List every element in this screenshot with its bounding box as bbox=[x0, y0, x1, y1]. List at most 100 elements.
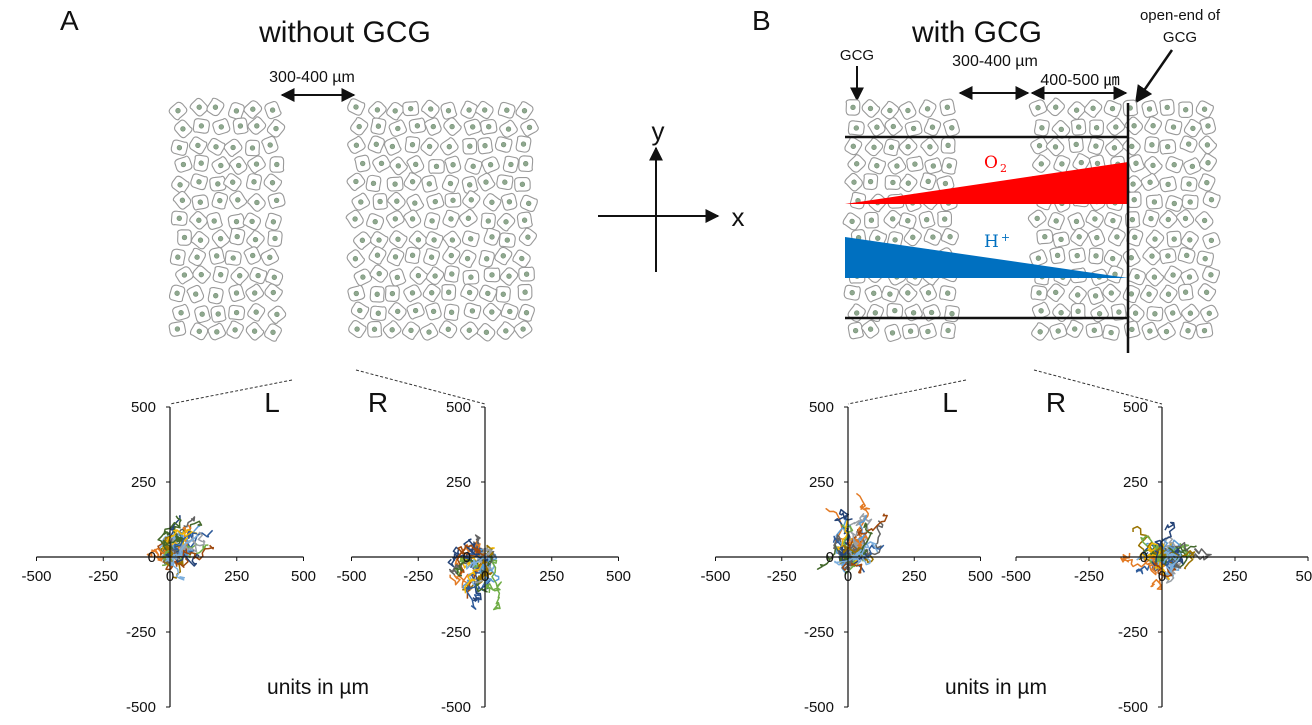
cell bbox=[1196, 250, 1214, 267]
cell bbox=[1103, 100, 1122, 118]
x-tick-label: 0 bbox=[844, 568, 852, 585]
cell bbox=[1051, 120, 1071, 139]
cell bbox=[186, 284, 205, 304]
cell bbox=[1105, 138, 1124, 157]
x-tick-label: 250 bbox=[539, 568, 564, 585]
cell bbox=[389, 230, 408, 249]
x-tick-label: -250 bbox=[767, 568, 797, 585]
cell bbox=[494, 246, 513, 266]
zoom-line-b-left bbox=[847, 379, 967, 405]
cell bbox=[172, 190, 192, 210]
cell bbox=[1028, 99, 1048, 117]
cell bbox=[347, 98, 366, 116]
cell bbox=[1183, 157, 1202, 175]
cell bbox=[477, 137, 494, 155]
cell bbox=[845, 99, 861, 116]
x-tick-label: 500 bbox=[291, 568, 316, 585]
cell bbox=[1124, 211, 1141, 229]
cell bbox=[844, 172, 863, 192]
cell bbox=[419, 322, 439, 341]
cell bbox=[847, 154, 867, 173]
cell bbox=[369, 285, 385, 303]
panel-b-letter: B bbox=[752, 5, 771, 36]
cell bbox=[496, 212, 516, 232]
cell-block-b-left bbox=[842, 98, 960, 342]
cell bbox=[940, 321, 956, 340]
cell bbox=[386, 101, 405, 121]
cell bbox=[939, 98, 956, 117]
panel-b-right-plot-label: R bbox=[1046, 387, 1066, 418]
cell bbox=[844, 136, 863, 156]
cell bbox=[403, 284, 422, 303]
cell bbox=[365, 174, 382, 192]
cell bbox=[1166, 230, 1182, 248]
cell bbox=[1085, 209, 1104, 228]
cell bbox=[481, 156, 500, 174]
cell bbox=[940, 136, 956, 154]
cell bbox=[227, 102, 245, 120]
cell bbox=[384, 285, 400, 303]
cell bbox=[1159, 139, 1177, 155]
cell bbox=[1165, 156, 1184, 174]
cell bbox=[1103, 249, 1123, 268]
cell bbox=[1049, 246, 1066, 265]
cell bbox=[1106, 117, 1126, 136]
cell bbox=[458, 249, 477, 268]
cell bbox=[1049, 322, 1068, 340]
cell-track bbox=[1120, 552, 1158, 568]
x-tick-label: 0 bbox=[481, 568, 489, 585]
cell bbox=[462, 269, 480, 285]
cell bbox=[444, 192, 462, 208]
cell-track bbox=[838, 546, 848, 563]
cell bbox=[497, 101, 516, 119]
cell bbox=[406, 302, 425, 320]
cell bbox=[206, 97, 225, 117]
cell bbox=[1106, 265, 1124, 284]
y-tick-label: 250 bbox=[809, 474, 834, 491]
cell bbox=[512, 249, 531, 268]
cell bbox=[192, 265, 211, 284]
cell bbox=[372, 193, 388, 210]
cell bbox=[922, 304, 941, 322]
cell bbox=[401, 321, 421, 340]
cell bbox=[1140, 172, 1160, 191]
panel-b-units-label: units in µm bbox=[945, 676, 1047, 699]
cell bbox=[923, 118, 942, 137]
cell bbox=[516, 211, 533, 229]
cell bbox=[1085, 322, 1104, 339]
cell bbox=[1123, 320, 1141, 339]
cell bbox=[463, 302, 482, 320]
cell bbox=[1159, 284, 1178, 304]
cell bbox=[428, 159, 445, 174]
cell bbox=[1141, 321, 1159, 341]
cell-block-a-right bbox=[345, 98, 539, 342]
cell bbox=[209, 175, 227, 192]
cell bbox=[924, 157, 943, 175]
cell bbox=[1127, 268, 1146, 286]
x-axis-legend-label: x bbox=[732, 202, 745, 232]
y-tick-label: 0 bbox=[1140, 549, 1148, 566]
cell bbox=[421, 99, 440, 119]
panel-b: B with GCG open-end of GCG GCG 300-400 µ… bbox=[752, 5, 1221, 699]
cell bbox=[386, 176, 404, 192]
cell bbox=[211, 229, 231, 249]
cell-track bbox=[841, 560, 863, 574]
cell bbox=[246, 173, 262, 191]
cell bbox=[422, 283, 441, 303]
cell bbox=[462, 137, 478, 155]
cell bbox=[247, 155, 266, 174]
cell bbox=[1164, 118, 1183, 136]
cell bbox=[1036, 229, 1054, 245]
xy-axis-legend: y x bbox=[598, 116, 745, 272]
cell bbox=[480, 212, 496, 230]
h-gradient-wedge bbox=[845, 237, 1128, 278]
cell-track bbox=[488, 559, 502, 593]
cell bbox=[1126, 228, 1144, 247]
cell bbox=[1177, 247, 1196, 264]
cell bbox=[1146, 306, 1164, 322]
cell bbox=[190, 173, 208, 191]
cell bbox=[194, 305, 211, 324]
cell-block-b-right bbox=[1027, 97, 1221, 341]
cell bbox=[901, 323, 920, 340]
cell bbox=[1070, 227, 1089, 247]
